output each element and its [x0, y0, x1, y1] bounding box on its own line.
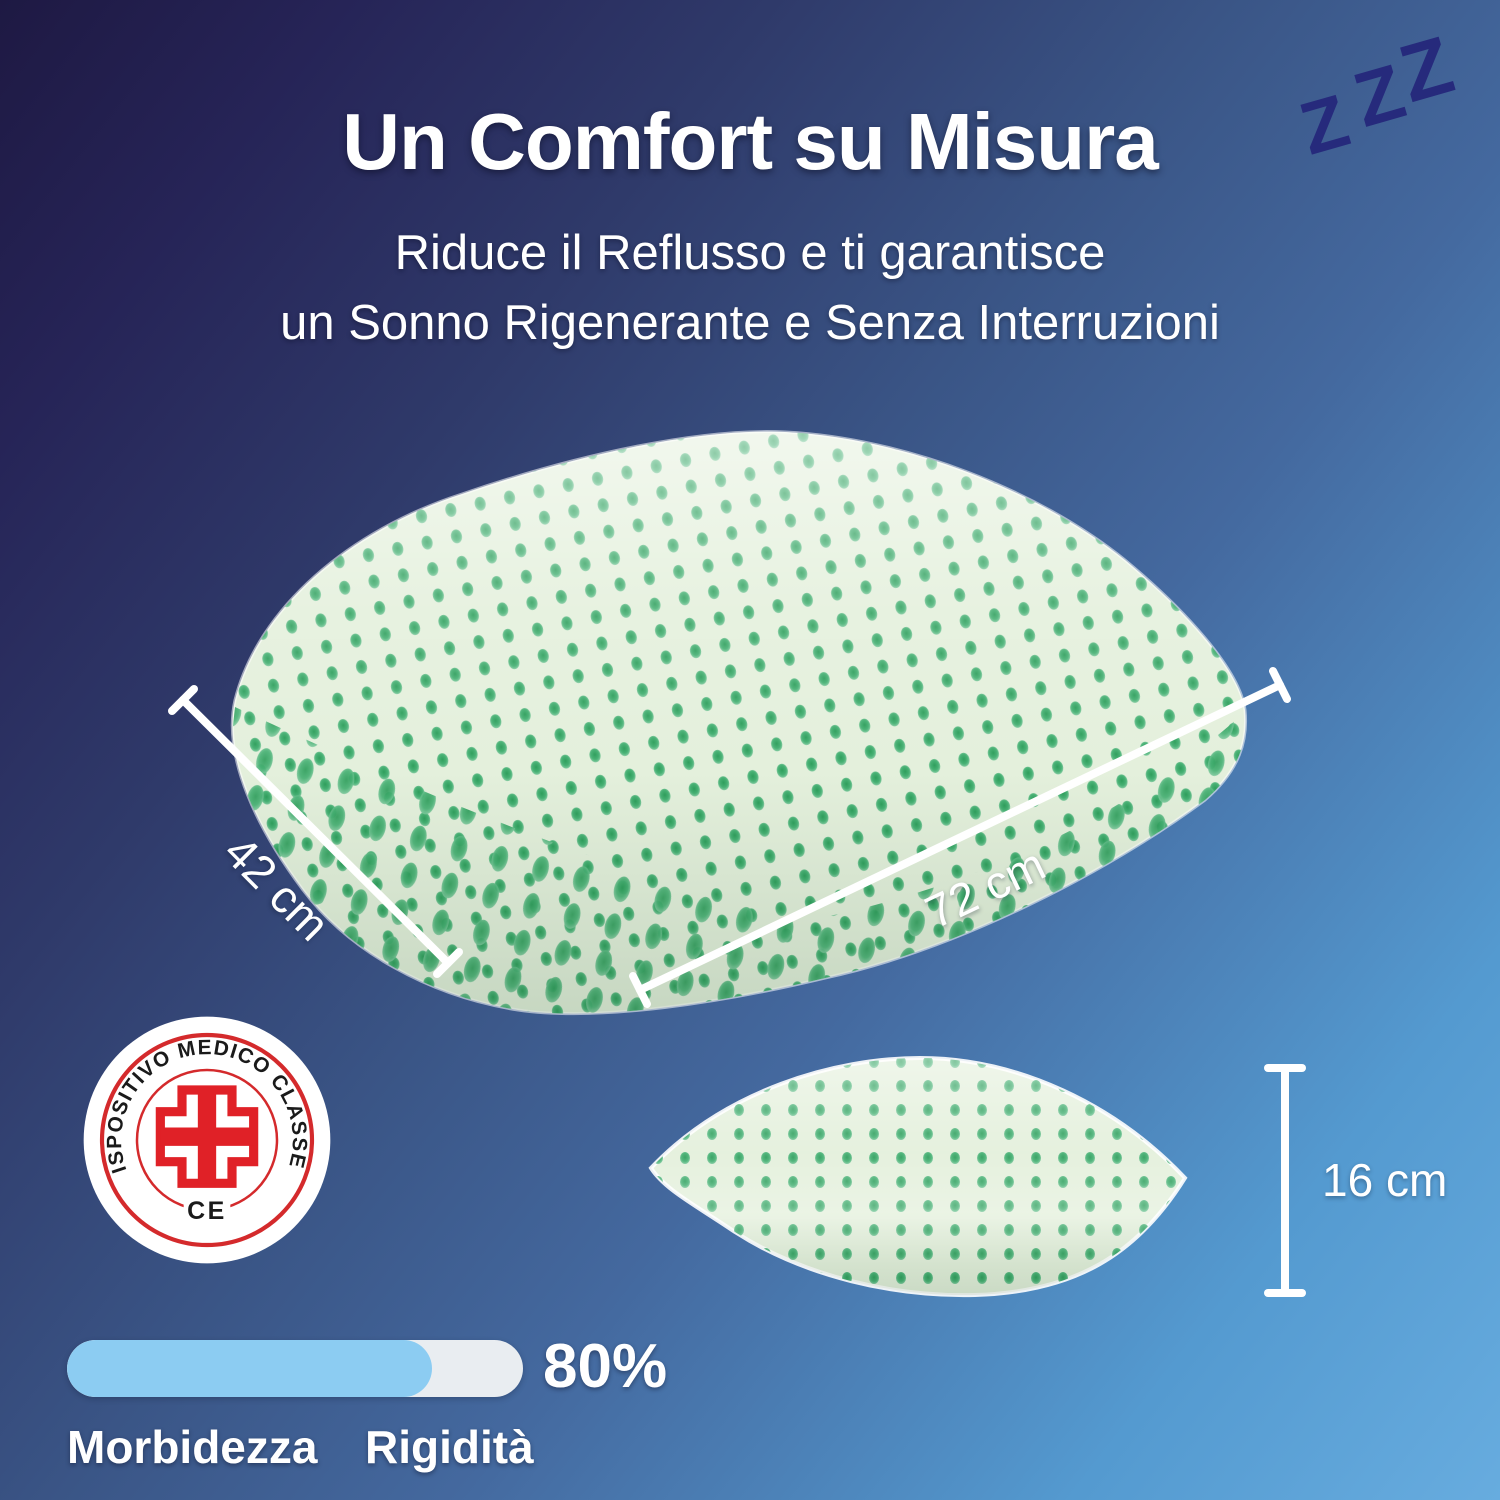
medical-device-badge: DISPOSITIVO MEDICO CLASSE 1 CE	[82, 1015, 331, 1264]
softness-label-morbidezza: Morbidezza	[67, 1421, 318, 1473]
badge-ce-mark: CE	[187, 1197, 227, 1225]
height-dimension-label: 16 cm	[1322, 1154, 1448, 1206]
softness-percent: 80%	[543, 1332, 668, 1401]
softness-bar-track	[67, 1340, 523, 1397]
header: Un Comfort su Misura Riduce il Reflusso …	[0, 96, 1500, 358]
pillow-side-image	[649, 1056, 1187, 1298]
subtitle-line-1: Riduce il Reflusso e ti garantisce	[394, 226, 1106, 280]
badge-outer-ring	[99, 1032, 315, 1248]
softness-label-rigidita: Rigidità	[365, 1421, 534, 1473]
red-cross-icon	[155, 1085, 259, 1188]
page-title: Un Comfort su Misura	[342, 97, 1159, 186]
height-dimension-line	[1264, 1064, 1306, 1297]
softness-fill	[67, 1340, 432, 1397]
subtitle-line-2: un Sonno Rigenerante e Senza Interruzion…	[280, 296, 1220, 351]
subtitle: Riduce il Reflusso e ti garantisce un So…	[0, 218, 1500, 358]
pillow-top-image	[230, 430, 1248, 1016]
